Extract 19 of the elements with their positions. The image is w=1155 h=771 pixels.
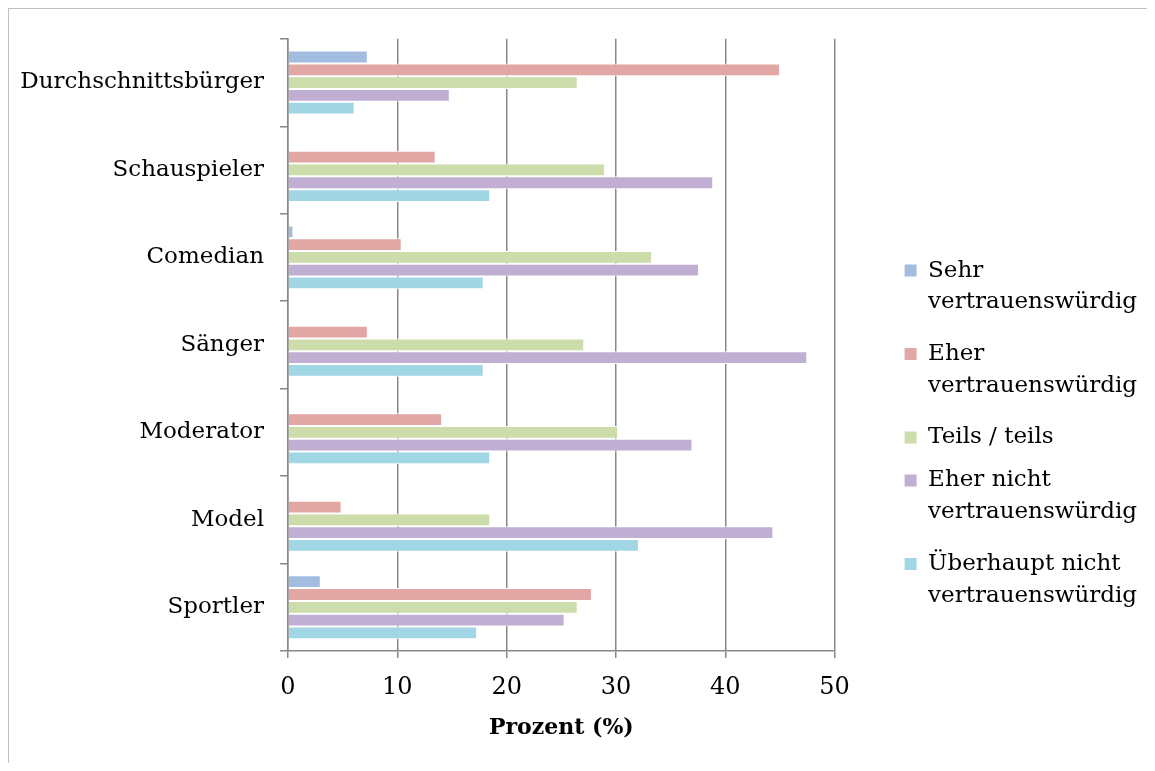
y-tick-label: Sänger bbox=[180, 329, 264, 356]
y-tick-label: Model bbox=[190, 504, 264, 531]
legend-label: Eher nicht vertrauenswürdig bbox=[927, 465, 1138, 524]
y-tick-label: Durchschnittsbürger bbox=[20, 67, 264, 94]
y-tick-label: Comedian bbox=[146, 242, 265, 269]
legend-label: Eher vertrauenswürdig bbox=[927, 338, 1138, 397]
legend-label: Teils / teils bbox=[928, 422, 1054, 449]
x-tick-label: 10 bbox=[382, 671, 413, 700]
legend-label: Überhaupt nicht vertrauenswürdig bbox=[927, 548, 1138, 607]
x-tick-label: 50 bbox=[819, 671, 850, 700]
x-tick-label: 20 bbox=[491, 671, 522, 700]
y-tick-label: Schauspieler bbox=[112, 154, 264, 181]
x-tick-label: 0 bbox=[280, 671, 296, 700]
x-axis-title: Prozent (%) bbox=[488, 712, 634, 739]
x-tick-label: 30 bbox=[600, 671, 632, 700]
x-tick-label: 40 bbox=[710, 671, 741, 700]
legend-label: Sehr vertrauenswürdig bbox=[927, 255, 1138, 314]
y-tick-label: Sportler bbox=[167, 592, 264, 619]
y-tick-label: Moderator bbox=[139, 417, 264, 444]
